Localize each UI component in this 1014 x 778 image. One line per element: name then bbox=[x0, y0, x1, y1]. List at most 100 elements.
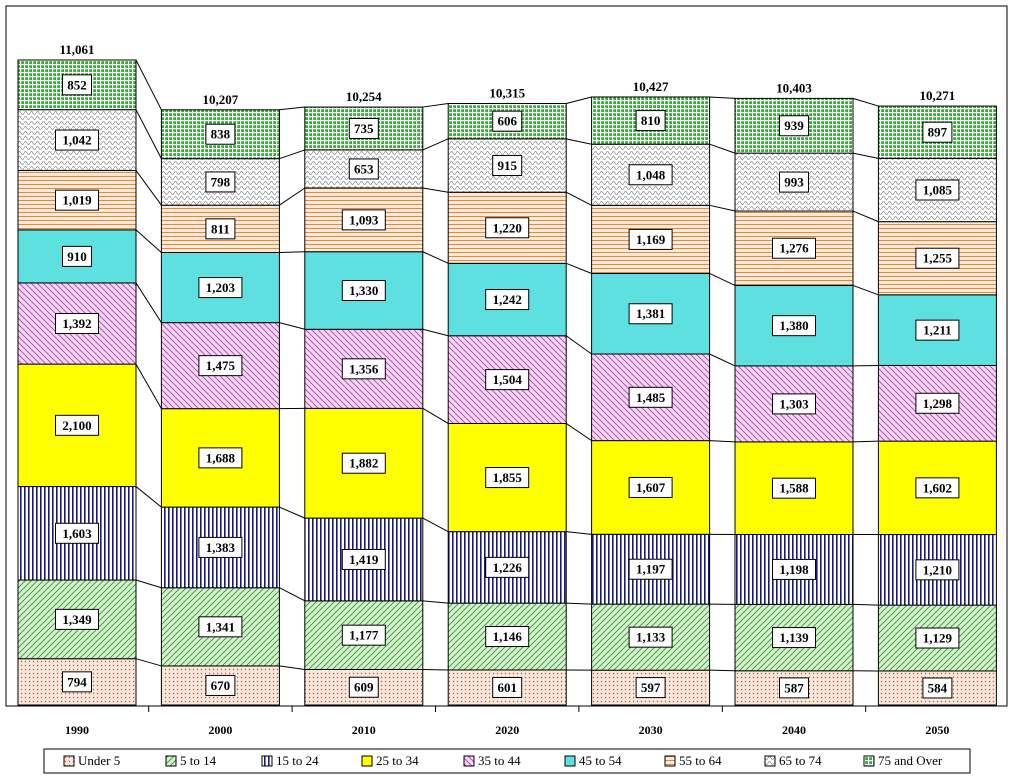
svg-text:584: 584 bbox=[928, 680, 948, 695]
svg-text:1,226: 1,226 bbox=[493, 560, 523, 575]
connector-line bbox=[422, 103, 449, 108]
data-label-2030-25-to-34: 1,607 bbox=[628, 476, 673, 498]
connector-line bbox=[422, 407, 449, 424]
connector-line bbox=[279, 506, 305, 519]
data-label-2000-15-to-24: 1,383 bbox=[198, 536, 243, 558]
svg-text:1,349: 1,349 bbox=[62, 612, 92, 627]
data-label-2020-25-to-34: 1,855 bbox=[485, 467, 530, 489]
connector-line bbox=[709, 204, 736, 212]
data-label-2020-under-5: 601 bbox=[492, 676, 523, 698]
legend-item-45-to-54: 45 to 54 bbox=[564, 753, 622, 768]
svg-text:1,203: 1,203 bbox=[206, 280, 236, 295]
legend-label-under-5: Under 5 bbox=[78, 753, 120, 768]
data-label-2050-15-to-24: 1,210 bbox=[915, 559, 960, 581]
connector-line bbox=[852, 440, 879, 443]
svg-text:1,197: 1,197 bbox=[636, 562, 666, 577]
connector-line bbox=[566, 138, 592, 145]
legend-item-under-5: Under 5 bbox=[63, 753, 120, 768]
svg-text:1,303: 1,303 bbox=[779, 396, 809, 411]
svg-text:1,169: 1,169 bbox=[636, 232, 666, 247]
data-label-1990-under-5: 794 bbox=[62, 671, 92, 693]
svg-text:1,381: 1,381 bbox=[636, 306, 665, 321]
connector-line bbox=[135, 170, 162, 206]
data-labels: 794 1,349 1,603 2,100 1,392 910 1,019 1,042 852 6… bbox=[55, 74, 960, 699]
connector-line bbox=[566, 602, 592, 605]
data-label-2030-45-to-54: 1,381 bbox=[628, 303, 673, 325]
connector-line bbox=[135, 658, 162, 667]
connector-line bbox=[279, 665, 305, 670]
data-label-2050-45-to-54: 1,211 bbox=[915, 319, 960, 341]
data-label-1990-35-to-44: 1,392 bbox=[55, 313, 99, 335]
svg-text:601: 601 bbox=[497, 680, 517, 695]
data-label-2050-5-to-14: 1,129 bbox=[915, 627, 960, 649]
connector-line bbox=[279, 251, 305, 253]
svg-text:597: 597 bbox=[641, 680, 661, 695]
data-label-2000-25-to-34: 1,688 bbox=[198, 447, 243, 469]
legend-box bbox=[43, 748, 971, 774]
svg-text:910: 910 bbox=[67, 249, 87, 264]
svg-text:1,276: 1,276 bbox=[779, 241, 809, 256]
svg-text:1,504: 1,504 bbox=[493, 372, 523, 387]
legend-item-25-to-34: 25 to 34 bbox=[361, 753, 419, 768]
x-axis: 1990 2000 2010 2020 2030 2040 2050 bbox=[65, 706, 949, 737]
legend-label-5-to-14: 5 to 14 bbox=[180, 753, 217, 768]
connector-line bbox=[709, 669, 736, 672]
data-label-2020-35-to-44: 1,504 bbox=[485, 369, 530, 391]
data-label-2010-35-to-44: 1,356 bbox=[341, 358, 386, 380]
svg-text:1,855: 1,855 bbox=[493, 470, 523, 485]
svg-text:1,177: 1,177 bbox=[349, 628, 379, 643]
connector-line bbox=[709, 353, 736, 367]
svg-text:1,475: 1,475 bbox=[206, 358, 236, 373]
data-label-2000-under-5: 670 bbox=[205, 674, 236, 696]
legend-label-45-to-54: 45 to 54 bbox=[579, 753, 622, 768]
svg-text:1,330: 1,330 bbox=[349, 283, 378, 298]
svg-text:993: 993 bbox=[784, 175, 804, 190]
legend-swatch-25-to-34 bbox=[361, 755, 373, 767]
connector-line bbox=[422, 187, 449, 193]
svg-text:1,380: 1,380 bbox=[779, 318, 808, 333]
connector-line bbox=[422, 251, 449, 264]
data-label-2010-5-to-14: 1,177 bbox=[341, 624, 386, 646]
total-label-2030: 10,427 bbox=[633, 79, 669, 94]
connector-line bbox=[135, 109, 162, 159]
svg-text:1,133: 1,133 bbox=[636, 630, 666, 645]
legend-swatch-15-to-24 bbox=[261, 755, 273, 767]
data-label-1990-65-to-74: 1,042 bbox=[55, 129, 99, 151]
data-label-2010-65-to-74: 653 bbox=[348, 158, 379, 180]
x-tick-label-2050: 2050 bbox=[925, 723, 949, 737]
svg-text:670: 670 bbox=[211, 678, 231, 693]
data-label-2020-65-to-74: 915 bbox=[492, 155, 523, 177]
connector-line bbox=[709, 440, 736, 443]
data-label-2040-15-to-24: 1,198 bbox=[772, 558, 816, 580]
svg-text:1,085: 1,085 bbox=[923, 183, 953, 198]
connector-line bbox=[565, 335, 592, 355]
svg-text:1,093: 1,093 bbox=[349, 212, 379, 227]
svg-text:1,220: 1,220 bbox=[493, 220, 522, 235]
x-tick-label-2010: 2010 bbox=[352, 723, 376, 737]
x-tick-label-1990: 1990 bbox=[65, 723, 89, 737]
svg-text:1,129: 1,129 bbox=[923, 631, 953, 646]
svg-text:1,383: 1,383 bbox=[206, 540, 236, 555]
legend-item-15-to-24: 15 to 24 bbox=[261, 753, 319, 768]
data-label-2050-75-and-over: 897 bbox=[922, 121, 953, 143]
connector-line bbox=[852, 152, 879, 159]
legend-swatch-under-5 bbox=[63, 755, 75, 767]
x-tick-label-2040: 2040 bbox=[782, 723, 806, 737]
data-label-2010-under-5: 609 bbox=[348, 676, 379, 698]
connector-line bbox=[279, 587, 306, 602]
legend-swatch-75-and-over bbox=[863, 755, 875, 767]
data-label-2040-45-to-54: 1,380 bbox=[772, 315, 816, 337]
connector-line bbox=[565, 423, 592, 442]
data-label-1990-55-to-64: 1,019 bbox=[55, 189, 99, 211]
data-label-2040-65-to-74: 993 bbox=[779, 171, 809, 193]
svg-text:1,210: 1,210 bbox=[923, 562, 952, 577]
svg-text:1,255: 1,255 bbox=[923, 251, 953, 266]
connector-line bbox=[709, 96, 736, 99]
data-label-2030-55-to-64: 1,169 bbox=[628, 228, 673, 250]
svg-text:1,019: 1,019 bbox=[62, 193, 92, 208]
svg-text:1,146: 1,146 bbox=[493, 629, 523, 644]
data-label-2000-45-to-54: 1,203 bbox=[198, 277, 243, 299]
data-label-2030-under-5: 597 bbox=[635, 677, 666, 699]
svg-text:1,198: 1,198 bbox=[779, 562, 809, 577]
legend-swatch-55-to-64 bbox=[664, 755, 676, 767]
